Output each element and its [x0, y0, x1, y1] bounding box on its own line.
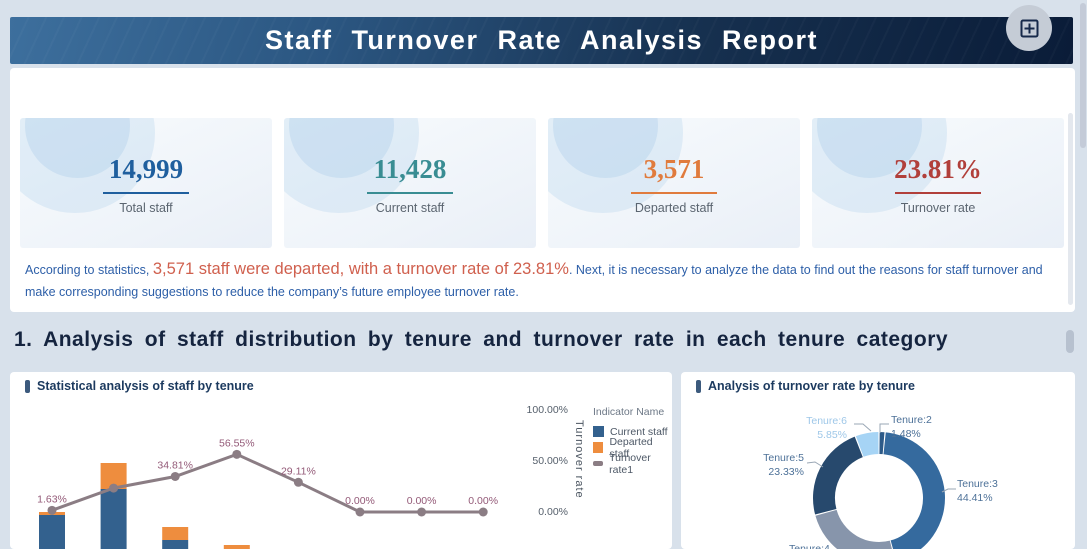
panel-turnover-by-tenure: Analysis of turnover rate by tenure Tenu… [681, 372, 1075, 549]
stat-card-turnover-rate: 23.81% Turnover rate [812, 118, 1064, 248]
donut-label-pct: 5.85% [817, 429, 847, 442]
donut-label-pct: 23.33% [768, 466, 804, 479]
panel-title: Analysis of turnover rate by tenure [708, 379, 916, 393]
donut-label-name: Tenure:4 [789, 543, 830, 549]
legend-label: Turnover rate1 [609, 451, 651, 476]
stat-underline [103, 192, 189, 194]
stacked-bar-line-chart[interactable]: 1.63% 34.81% 56.55% 29.11% 0.00% 0.00% 0.00% [10, 372, 672, 549]
bar-tenure-2 [100, 463, 127, 549]
legend-title: Indicator Name [593, 406, 665, 418]
stat-label: Total staff [119, 201, 173, 215]
legend-swatch-gray-line [593, 461, 604, 466]
panel-title: Statistical analysis of staff by tenure [37, 379, 254, 393]
legend-label: Current staff [610, 425, 668, 438]
donut-label-pct: 1.48% [891, 428, 921, 441]
stat-value: 3,571 [643, 154, 705, 184]
line-point [355, 507, 365, 517]
stat-card-total-staff: 14,999 Total staff [20, 118, 272, 248]
line-point [293, 477, 303, 487]
window-scrollbar-thumb[interactable] [1080, 3, 1086, 148]
donut-label-tenure-6: Tenure:6 5.85% [777, 414, 847, 442]
bar-tenure-4 [223, 545, 250, 549]
panel-staff-by-tenure: 1.63% 34.81% 56.55% 29.11% 0.00% 0.00% 0.00% S… [10, 372, 672, 549]
donut-segment-tenure-6 [855, 432, 880, 457]
legend-swatch-orange [593, 442, 604, 453]
line-point-label: 56.55% [219, 437, 255, 449]
donut-label-tenure-2: Tenure:2 1.48% [891, 413, 961, 441]
bar-tenure-1 [39, 512, 65, 549]
leader-line [854, 423, 872, 432]
summary-paragraph: According to statistics, 3,571 staff wer… [25, 257, 1063, 302]
legend-item-current-staff[interactable]: Current staff [593, 425, 672, 438]
layout-grid-button[interactable] [1006, 5, 1052, 51]
section-scrollbar-thumb[interactable] [1066, 330, 1074, 353]
bar-tenure-3 [162, 527, 189, 549]
line-point [109, 483, 119, 493]
donut-label-name: Tenure:5 [763, 452, 804, 464]
legend-swatch-blue [593, 426, 604, 437]
stat-card-current-staff: 11,428 Current staff [284, 118, 536, 248]
line-point-label: 0.00% [468, 495, 498, 507]
report-title: Staff Turnover Rate Analysis Report [264, 25, 819, 55]
turnover-rate-line [51, 452, 484, 514]
stat-card-departed-staff: 3,571 Departed staff [548, 118, 800, 248]
title-marker [696, 379, 701, 393]
section-1-heading: 1. Analysis of staff distribution by ten… [14, 328, 949, 351]
stat-label: Turnover rate [900, 201, 976, 215]
leader-line [941, 488, 956, 493]
donut-label-name: Tenure:2 [891, 414, 932, 426]
stat-underline [367, 192, 453, 194]
line-point [47, 505, 57, 515]
panel-title-row: Analysis of turnover rate by tenure [696, 379, 915, 393]
chart-legend: Indicator Name Current staff Departed st… [593, 406, 672, 476]
y2-axis-title: Turnover rate [573, 420, 585, 499]
layout-grid-icon [1020, 19, 1038, 37]
stat-label: Current staff [375, 201, 445, 215]
stat-value: 11,428 [373, 154, 447, 184]
line-point-label: 0.00% [345, 495, 375, 507]
donut-label-name: Tenure:6 [806, 415, 847, 427]
y2-tick-50: 50.00% [532, 455, 568, 467]
stat-underline [631, 192, 717, 194]
legend-label: Departed staff [609, 435, 653, 460]
leader-line [806, 461, 824, 468]
y2-tick-100: 100.00% [526, 404, 568, 416]
line-point-label: 34.81% [157, 459, 193, 471]
line-point [478, 507, 488, 517]
stat-value: 23.81% [894, 154, 982, 184]
stat-label: Departed staff [634, 201, 714, 215]
donut-segment-tenure-5 [813, 436, 864, 515]
summary-rest: . Next, it is necessary to analyze the d… [25, 263, 1043, 299]
donut-segment-tenure-3 [883, 432, 945, 549]
donut-label-name: Tenure:3 [957, 478, 998, 490]
legend-item-turnover-rate[interactable]: Turnover rate1 [593, 452, 672, 476]
y2-tick-0: 0.00% [538, 506, 568, 518]
leader-line [879, 423, 889, 433]
donut-label-tenure-4: Tenure:4 24.93% [789, 542, 859, 549]
panel-title-row: Statistical analysis of staff by tenure [25, 379, 254, 393]
donut-label-pct: 44.41% [957, 492, 993, 505]
legend-item-departed-staff[interactable]: Departed staff [593, 436, 672, 460]
line-point [232, 449, 242, 459]
donut-chart[interactable] [681, 372, 1075, 549]
stats-panel: 14,999 Total staff 11,428 Current staff … [10, 68, 1075, 312]
stat-underline [895, 192, 981, 194]
line-point-label: 1.63% [37, 493, 67, 505]
line-point-label: 29.11% [281, 465, 316, 477]
stat-value: 14,999 [108, 154, 184, 184]
line-point-label: 0.00% [407, 495, 437, 507]
report-header: Staff Turnover Rate Analysis Report [10, 17, 1073, 64]
line-point [170, 471, 180, 481]
window-scrollbar[interactable] [1080, 0, 1087, 549]
donut-label-tenure-3: Tenure:3 44.41% [957, 477, 1027, 505]
donut-segment-tenure-4 [815, 509, 892, 549]
title-marker [25, 379, 30, 393]
summary-lead: According to statistics, [25, 263, 153, 277]
content-scrollbar[interactable] [1068, 113, 1073, 305]
line-point [417, 507, 427, 517]
donut-label-tenure-5: Tenure:5 23.33% [734, 451, 804, 479]
summary-highlight: 3,571 staff were departed, with a turnov… [152, 260, 569, 278]
